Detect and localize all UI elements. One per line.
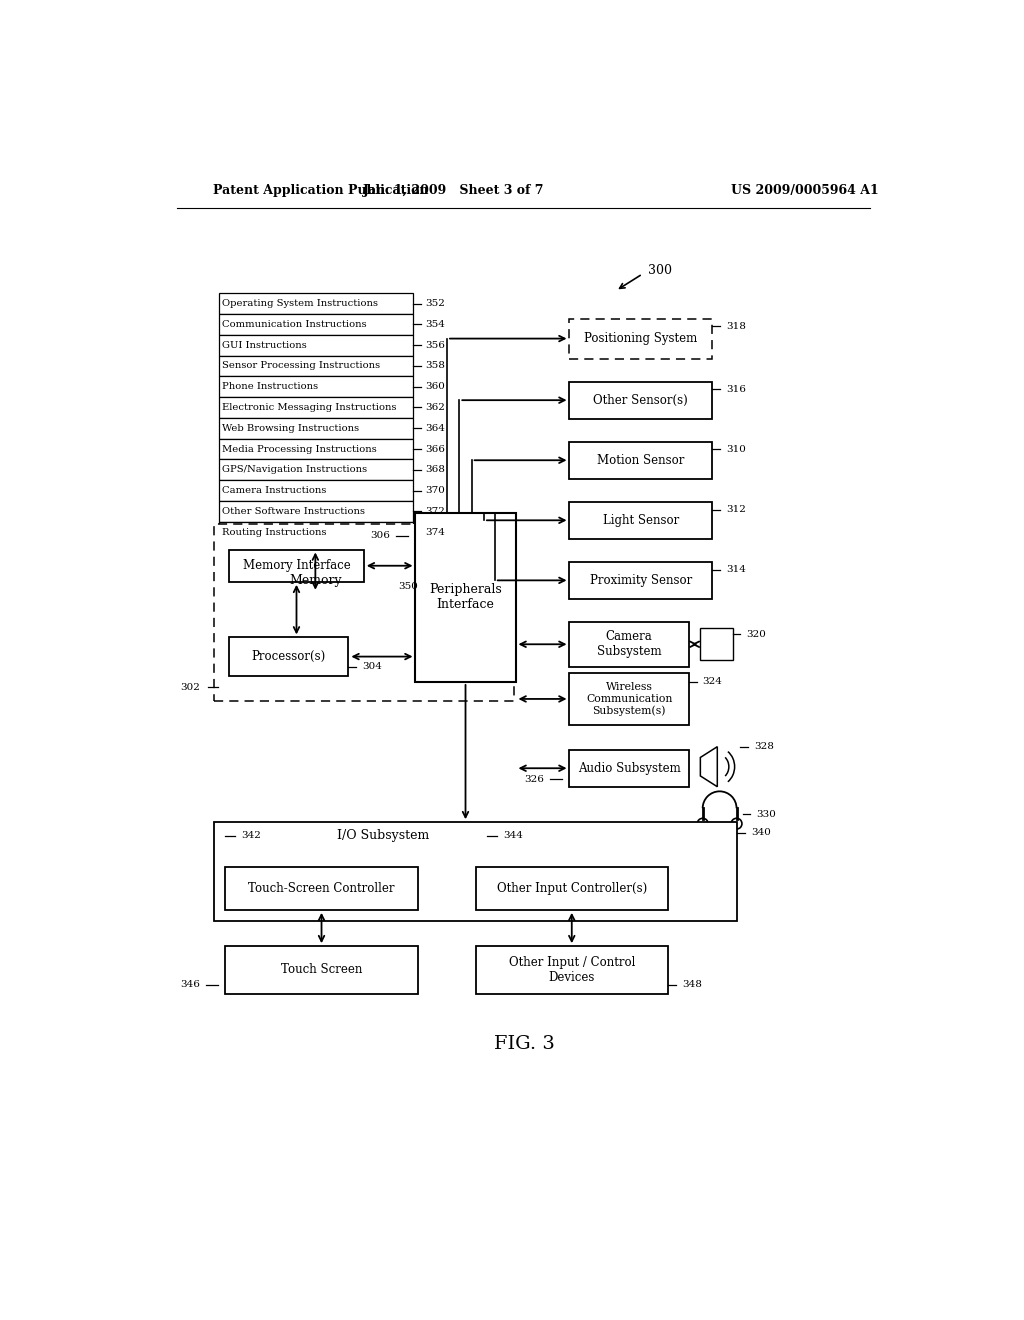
Text: 358: 358	[425, 362, 445, 371]
Bar	[219, 314, 413, 335]
Text: Other Input Controller(s): Other Input Controller(s)	[497, 882, 647, 895]
Text: Peripherals
Interface: Peripherals Interface	[429, 583, 502, 611]
Bar	[569, 442, 712, 479]
Text: 346: 346	[180, 981, 200, 989]
Text: 312: 312	[726, 506, 745, 513]
Text: 306: 306	[370, 531, 390, 540]
Text: 366: 366	[425, 445, 445, 454]
Text: Wireless
Communication
Subsystem(s): Wireless Communication Subsystem(s)	[586, 682, 673, 715]
Text: Proximity Sensor: Proximity Sensor	[590, 574, 692, 587]
Text: Processor(s): Processor(s)	[252, 649, 326, 663]
Text: Web Browsing Instructions: Web Browsing Instructions	[222, 424, 359, 433]
Bar	[214, 822, 737, 921]
Text: Motion Sensor: Motion Sensor	[597, 454, 684, 467]
Text: Light Sensor: Light Sensor	[602, 513, 679, 527]
Text: 348: 348	[682, 981, 701, 989]
Bar	[229, 549, 364, 582]
Bar	[569, 381, 712, 418]
Text: 372: 372	[425, 507, 445, 516]
Bar	[569, 562, 712, 599]
Bar	[475, 867, 668, 909]
Text: 316: 316	[726, 385, 745, 393]
Text: 360: 360	[425, 383, 445, 391]
Text: 320: 320	[746, 630, 766, 639]
Bar	[219, 376, 413, 397]
Bar	[569, 750, 689, 787]
Text: I/O Subsystem: I/O Subsystem	[337, 829, 429, 842]
Text: Touch Screen: Touch Screen	[281, 964, 362, 977]
Text: Electronic Messaging Instructions: Electronic Messaging Instructions	[222, 403, 396, 412]
Text: Camera Instructions: Camera Instructions	[222, 486, 327, 495]
Text: 368: 368	[425, 466, 445, 474]
Text: Other Sensor(s): Other Sensor(s)	[593, 393, 688, 407]
Text: 300: 300	[648, 264, 672, 277]
Text: Jan. 1, 2009   Sheet 3 of 7: Jan. 1, 2009 Sheet 3 of 7	[364, 185, 545, 197]
Text: Other Software Instructions: Other Software Instructions	[222, 507, 366, 516]
Text: 302: 302	[180, 682, 200, 692]
Text: 370: 370	[425, 486, 445, 495]
Bar	[219, 335, 413, 355]
Text: Positioning System: Positioning System	[584, 333, 697, 345]
Text: Camera
Subsystem: Camera Subsystem	[597, 630, 662, 659]
Bar	[219, 418, 413, 438]
Text: 310: 310	[726, 445, 745, 454]
Text: 352: 352	[425, 300, 445, 308]
Bar	[225, 867, 418, 909]
Text: 318: 318	[726, 322, 745, 331]
Bar	[219, 480, 413, 502]
Bar	[700, 628, 733, 660]
Bar	[219, 397, 413, 418]
Text: 304: 304	[362, 663, 382, 671]
Text: Sensor Processing Instructions: Sensor Processing Instructions	[222, 362, 380, 371]
Text: 324: 324	[702, 677, 723, 686]
Bar	[219, 459, 413, 480]
Text: 354: 354	[425, 319, 445, 329]
Text: Phone Instructions: Phone Instructions	[222, 383, 318, 391]
Text: FIG. 3: FIG. 3	[495, 1035, 555, 1053]
Bar	[569, 318, 712, 359]
Text: US 2009/0005964 A1: US 2009/0005964 A1	[731, 185, 879, 197]
Bar	[219, 438, 413, 459]
Text: Operating System Instructions: Operating System Instructions	[222, 300, 378, 308]
Text: Other Input / Control
Devices: Other Input / Control Devices	[509, 956, 635, 983]
Text: Communication Instructions: Communication Instructions	[222, 319, 367, 329]
Text: 314: 314	[726, 565, 745, 574]
Text: Audio Subsystem: Audio Subsystem	[578, 762, 681, 775]
Text: 342: 342	[242, 832, 261, 841]
Bar	[416, 512, 515, 682]
Bar	[246, 568, 385, 593]
Bar	[569, 673, 689, 725]
Bar	[219, 502, 413, 521]
Text: GUI Instructions: GUI Instructions	[222, 341, 307, 350]
Text: 328: 328	[755, 742, 774, 751]
Bar	[219, 355, 413, 376]
Bar	[219, 293, 413, 314]
Text: 326: 326	[524, 775, 544, 784]
Text: 330: 330	[757, 810, 776, 818]
Text: Routing Instructions: Routing Instructions	[222, 528, 327, 537]
Text: 350: 350	[398, 582, 419, 591]
Bar	[225, 946, 418, 994]
Text: Media Processing Instructions: Media Processing Instructions	[222, 445, 377, 454]
Text: Memory Interface: Memory Interface	[243, 560, 350, 573]
Bar	[569, 502, 712, 539]
Text: 340: 340	[752, 829, 771, 837]
Bar	[219, 521, 413, 543]
Text: 362: 362	[425, 403, 445, 412]
Text: 356: 356	[425, 341, 445, 350]
Bar	[475, 946, 668, 994]
Bar	[214, 524, 514, 701]
Text: GPS/Navigation Instructions: GPS/Navigation Instructions	[222, 466, 368, 474]
Text: Patent Application Publication: Patent Application Publication	[213, 185, 428, 197]
Bar	[229, 638, 348, 676]
Text: 364: 364	[425, 424, 445, 433]
Text: 374: 374	[425, 528, 445, 537]
Text: Touch-Screen Controller: Touch-Screen Controller	[248, 882, 395, 895]
Bar	[569, 622, 689, 667]
Text: Memory: Memory	[289, 574, 342, 587]
Text: 344: 344	[503, 832, 523, 841]
